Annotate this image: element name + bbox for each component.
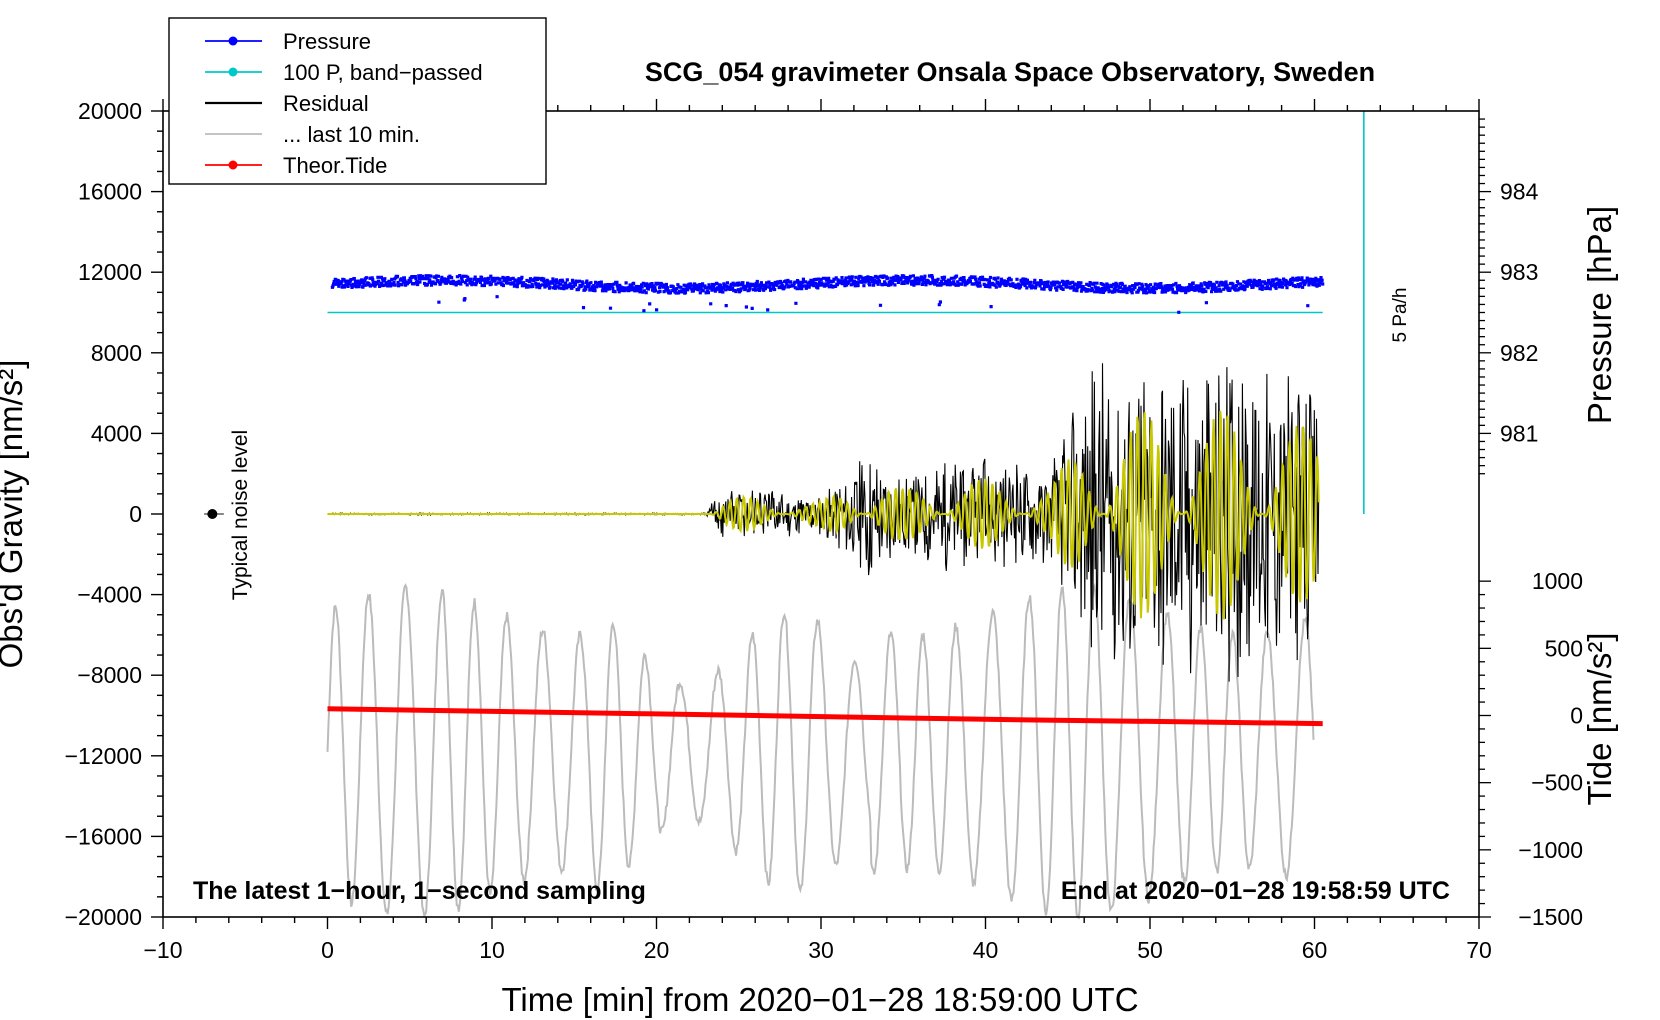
- pressure-tick-label: 981: [1500, 420, 1538, 446]
- tide-axis-label: Tide [nm/s²]: [1581, 633, 1618, 806]
- x-axis-label: Time [min] from 2020−01−28 18:59:00 UTC: [501, 981, 1138, 1018]
- y-axis-pressure: 984 983 982 981: [1479, 118, 1539, 475]
- y-axis-tide: 1000 500 0 −500 −1000 −1500: [1479, 568, 1583, 930]
- y-tick-label: 12000: [78, 259, 142, 285]
- y-axis-left-label: Obs'd Gravity [nm/s²]: [0, 360, 29, 669]
- pressure-axis-label: Pressure [hPa]: [1581, 206, 1618, 424]
- x-tick-label: 60: [1302, 937, 1328, 963]
- y-tick-label: 16000: [78, 179, 142, 205]
- legend-marker: [228, 36, 238, 46]
- pressure-tick-label: 984: [1500, 179, 1539, 205]
- x-tick-label: 70: [1466, 937, 1492, 963]
- x-tick-label: 40: [973, 937, 999, 963]
- y-tick-label: 8000: [91, 340, 142, 366]
- y-tick-label: −8000: [77, 662, 142, 688]
- x-tick-label: 10: [479, 937, 505, 963]
- x-tick-label: −10: [143, 937, 182, 963]
- legend-marker: [228, 67, 238, 77]
- legend-label: Residual: [283, 91, 369, 116]
- tide-series: [327, 706, 1323, 727]
- chart-title: SCG_054 gravimeter Onsala Space Observat…: [645, 57, 1375, 87]
- x-tick-label: 30: [808, 937, 834, 963]
- tide-tick-label: 1000: [1532, 568, 1583, 594]
- y-tick-label: −16000: [65, 823, 142, 849]
- noise-level-label: Typical noise level: [229, 430, 252, 600]
- pressure-tick-label: 983: [1500, 259, 1538, 285]
- legend-label: Pressure: [283, 29, 371, 54]
- residual-filtered-series: [327, 410, 1320, 620]
- pressure-tick-label: 982: [1500, 340, 1538, 366]
- y-tick-label: 20000: [78, 98, 142, 124]
- plot-area-content: [204, 111, 1365, 920]
- y-tick-label: 4000: [91, 420, 142, 446]
- y-tick-label: −20000: [65, 904, 142, 930]
- legend-box: [168, 17, 547, 185]
- last-10-min-series: [326, 582, 1315, 920]
- x-tick-label: 20: [644, 937, 670, 963]
- tide-tick-label: 0: [1570, 703, 1583, 729]
- y-tick-label: −12000: [65, 743, 142, 769]
- x-tick-label: 0: [321, 937, 334, 963]
- y-axis-left: 20000 16000 12000 8000 4000 0 −4000 −8000 −12000…: [65, 98, 163, 930]
- tide-tick-label: 500: [1545, 635, 1583, 661]
- legend-label: Theor.Tide: [283, 153, 387, 178]
- annotation-end-time: End at 2020−01−28 19:58:59 UTC: [1061, 877, 1450, 905]
- y-tick-label: 0: [129, 501, 142, 527]
- pressure-series: [330, 274, 1325, 314]
- tide-tick-label: −1500: [1518, 904, 1583, 930]
- tide-tick-label: −1000: [1518, 837, 1583, 863]
- y-tick-label: −4000: [77, 582, 142, 608]
- scale-bar-label: 5 Pa/h: [1390, 288, 1411, 343]
- tide-tick-label: −500: [1531, 770, 1583, 796]
- legend-label: 100 P, band−passed: [283, 60, 483, 85]
- x-tick-label: 50: [1137, 937, 1163, 963]
- legend: Pressure 100 P, band−passed Residual ... la…: [168, 17, 547, 185]
- legend-marker: [228, 160, 238, 170]
- legend-label: ... last 10 min.: [283, 122, 420, 147]
- annotation-sampling: The latest 1−hour, 1−second sampling: [193, 877, 646, 905]
- noise-level-marker: [207, 509, 218, 519]
